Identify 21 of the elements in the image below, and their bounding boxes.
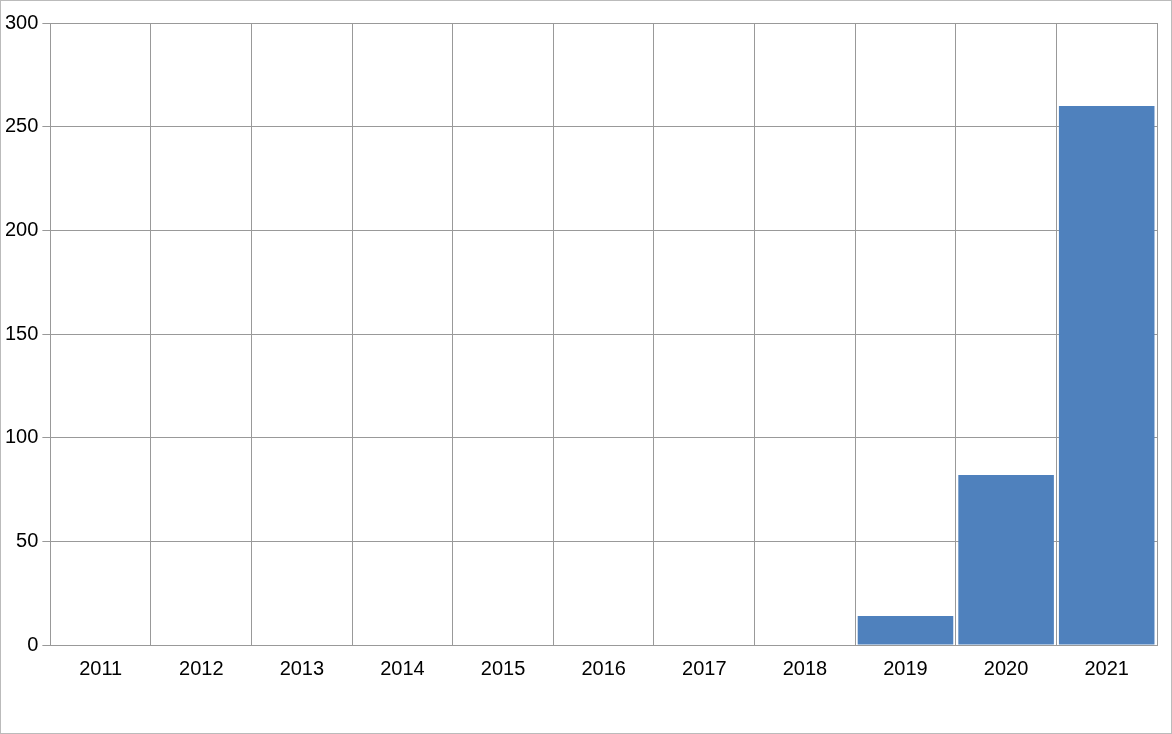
x-tick-label: 2020 xyxy=(983,656,1029,679)
x-tick-label: 2019 xyxy=(883,656,928,679)
x-tick-label: 2013 xyxy=(279,656,325,679)
y-tick-label: 150 xyxy=(4,321,39,344)
x-tick-label: 2018 xyxy=(782,656,828,679)
x-tick-label: 2015 xyxy=(480,656,526,679)
y-tick-label: 300 xyxy=(4,10,39,33)
y-tick-label: 50 xyxy=(16,528,39,551)
x-tick-label: 2021 xyxy=(1084,656,1129,679)
y-tick-label: 0 xyxy=(27,632,39,655)
bar xyxy=(1058,105,1155,645)
y-tick-label: 200 xyxy=(4,217,39,240)
y-tick-label: 100 xyxy=(4,425,39,448)
x-tick-label: 2016 xyxy=(581,656,626,679)
x-tick-label: 2014 xyxy=(380,656,425,679)
bar xyxy=(958,474,1054,645)
x-tick-label: 2012 xyxy=(179,656,224,679)
bar xyxy=(857,615,954,645)
x-tick-label: 2017 xyxy=(682,656,727,679)
x-tick-label: 2011 xyxy=(79,656,123,679)
y-tick-label: 250 xyxy=(4,114,39,137)
